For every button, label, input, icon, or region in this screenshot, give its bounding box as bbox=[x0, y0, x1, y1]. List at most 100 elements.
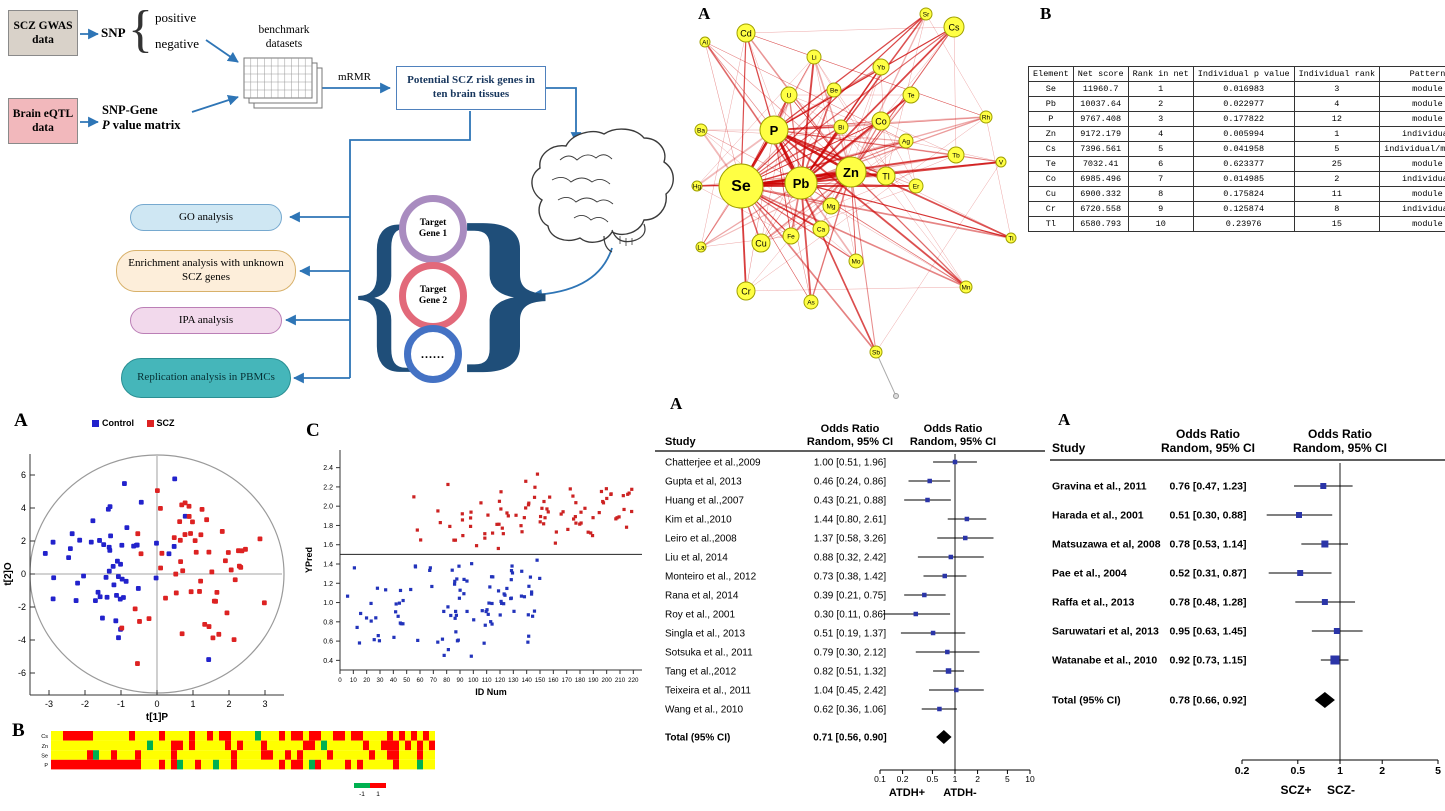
heatmap-cell bbox=[63, 740, 69, 751]
snp-gene-line1: SNP-Gene bbox=[102, 103, 158, 117]
heatmap-cell bbox=[165, 740, 171, 751]
scatter-point bbox=[524, 479, 528, 483]
effect-square bbox=[922, 592, 927, 598]
column-header: Element bbox=[1028, 66, 1074, 82]
heatmap-cell bbox=[291, 750, 297, 760]
heatmap-cell bbox=[357, 750, 363, 760]
study-name: Teixeira et al., 2011 bbox=[665, 686, 751, 697]
group-label: SCZ+ bbox=[1280, 783, 1311, 797]
study-or-value: 0.62 [0.36, 1.06] bbox=[814, 705, 887, 716]
heatmap-cell bbox=[357, 740, 363, 751]
panel-label-forest-atdh: A bbox=[670, 394, 683, 413]
scatter-point bbox=[535, 472, 540, 476]
scatter-point bbox=[520, 530, 524, 534]
heatmap-cell bbox=[189, 750, 195, 760]
heatmap-cell bbox=[123, 750, 129, 760]
scatter-point bbox=[214, 589, 220, 595]
scatter-point bbox=[69, 531, 75, 537]
scatter-point bbox=[538, 576, 542, 580]
heatmap-cell bbox=[153, 740, 159, 751]
svg-text:Te: Te bbox=[908, 93, 915, 100]
scatter-point bbox=[173, 590, 179, 596]
scatter-point bbox=[574, 501, 578, 505]
heatmap-cell bbox=[273, 750, 279, 760]
heatmap-cell bbox=[393, 759, 399, 770]
table-cell: 5 bbox=[1127, 141, 1194, 157]
group-label: SCZ- bbox=[1327, 783, 1355, 797]
scatter-point bbox=[115, 574, 121, 579]
heatmap-cell bbox=[69, 731, 75, 741]
heatmap-cell bbox=[99, 750, 105, 760]
benchmark-datasets-label: benchmark datasets bbox=[258, 24, 310, 50]
scatter-point bbox=[442, 653, 446, 657]
heatmap-cell bbox=[429, 731, 435, 741]
heatmap-cell bbox=[255, 750, 261, 760]
svg-text:-3: -3 bbox=[45, 699, 53, 709]
target-gene-more-ring: ...... bbox=[404, 325, 462, 383]
study-or-value: 0.51 [0.30, 0.88] bbox=[1169, 510, 1246, 522]
scatter-point bbox=[572, 517, 576, 521]
heatmap-cell bbox=[297, 740, 303, 751]
heatmap-cell bbox=[195, 740, 201, 751]
enrichment-analysis-box: Enrichment analysis with unknown SCZ gen… bbox=[116, 250, 296, 292]
scatter-point bbox=[182, 532, 188, 537]
svg-text:20: 20 bbox=[363, 677, 370, 684]
snp-brace: { bbox=[128, 1, 153, 58]
table-cell: individual bbox=[1379, 201, 1445, 217]
network-node: Cr bbox=[736, 281, 756, 301]
heatmap-cell bbox=[189, 740, 195, 751]
scatter-point bbox=[561, 510, 565, 514]
scatter-point bbox=[460, 512, 464, 516]
heatmap-cell bbox=[327, 731, 333, 741]
heatmap-cell bbox=[273, 759, 279, 770]
scatter-point bbox=[568, 487, 572, 491]
heatmap-cell bbox=[153, 759, 159, 770]
heatmap-cell bbox=[351, 750, 357, 760]
table-cell: module bbox=[1379, 186, 1445, 202]
scatter-point bbox=[505, 511, 509, 515]
table-cell: Cr bbox=[1028, 201, 1074, 217]
svg-text:Cu: Cu bbox=[755, 239, 767, 249]
scatter-point bbox=[197, 589, 202, 594]
table-cell: module bbox=[1379, 96, 1445, 112]
x-axis-label: t[1]P bbox=[146, 712, 169, 723]
svg-text:Zn: Zn bbox=[843, 165, 859, 180]
heatmap-cell bbox=[159, 750, 165, 760]
scatter-point bbox=[114, 592, 119, 598]
scatter-point bbox=[497, 522, 501, 526]
svg-text:140: 140 bbox=[522, 677, 533, 684]
column-header: Pattern bbox=[1379, 66, 1445, 82]
svg-text:40: 40 bbox=[390, 677, 397, 684]
table-cell: Se bbox=[1028, 81, 1074, 97]
scatter-point bbox=[496, 546, 500, 551]
element-table: Element Net score Rank in net Individual p … bbox=[1028, 66, 1445, 232]
heatmap-cell bbox=[129, 750, 135, 760]
scatter-point bbox=[505, 586, 509, 591]
scatter-point bbox=[545, 507, 549, 511]
svg-text:0: 0 bbox=[338, 677, 342, 684]
scatter-point bbox=[171, 544, 177, 549]
column-header: Individual rank bbox=[1293, 66, 1381, 82]
heatmap-cell bbox=[423, 750, 429, 760]
scatter-point bbox=[100, 615, 105, 621]
heatmap-cell bbox=[51, 750, 57, 760]
panel-label-heatmap: B bbox=[12, 720, 25, 741]
scatter-point bbox=[597, 510, 601, 515]
network-node: Sb bbox=[869, 345, 883, 359]
table-cell: 1 bbox=[1293, 126, 1381, 142]
table-cell: 7 bbox=[1127, 171, 1194, 187]
effect-square bbox=[952, 459, 958, 465]
heatmap-row-label: P bbox=[44, 763, 48, 769]
heatmap-cell bbox=[381, 731, 387, 741]
study-name: Tang et al.,2012 bbox=[665, 667, 737, 678]
or-header: Random, 95% CI bbox=[807, 436, 893, 448]
heatmap-cell bbox=[267, 731, 273, 741]
scatter-point bbox=[216, 631, 222, 637]
scatter-point bbox=[188, 531, 193, 536]
network-node: V bbox=[995, 156, 1007, 168]
scatter-point bbox=[522, 595, 527, 599]
total-label: Total (95% CI) bbox=[1052, 695, 1121, 707]
svg-text:Pb: Pb bbox=[793, 176, 810, 191]
scatter-point bbox=[498, 613, 502, 617]
